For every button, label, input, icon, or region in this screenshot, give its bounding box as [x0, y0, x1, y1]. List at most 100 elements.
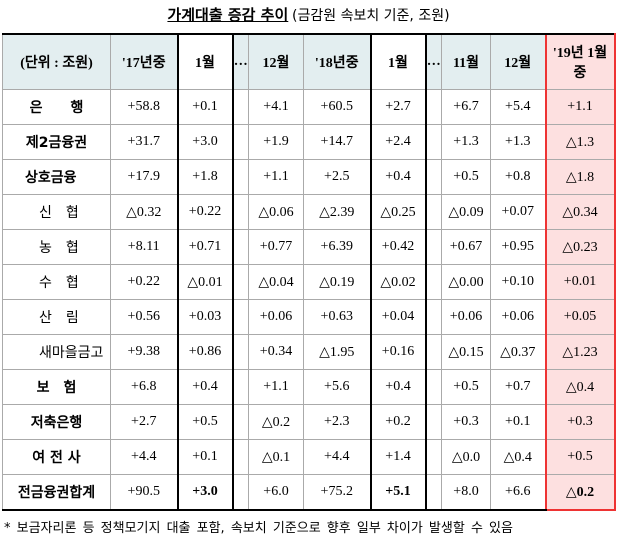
spacer-cell	[425, 334, 442, 370]
value-cell: △1.95	[303, 334, 371, 370]
spacer-cell	[232, 404, 249, 440]
value-cell: +0.1	[176, 89, 234, 125]
value-cell: +4.4	[110, 439, 178, 475]
value-cell: +0.22	[176, 194, 234, 230]
value-cell: +6.39	[303, 229, 371, 265]
value-cell: +17.9	[110, 159, 178, 195]
value-cell: △0.04	[248, 264, 304, 300]
value-cell: +0.5	[544, 439, 616, 475]
spacer-cell	[232, 229, 249, 265]
header-cell: 1월	[369, 33, 427, 90]
value-cell: +0.1	[176, 439, 234, 475]
value-cell: +5.4	[490, 89, 546, 125]
value-cell: +0.63	[303, 299, 371, 335]
value-cell: △1.8	[544, 159, 616, 195]
value-cell: +0.5	[441, 369, 491, 405]
table-row: 새마을금고 +9.38 +0.86 +0.34 △1.95 +0.16 △0.15 △0.37…	[2, 334, 616, 370]
header-cell: (단위 : 조원)	[2, 33, 111, 90]
row-label: 저축은행	[2, 404, 111, 440]
spacer-cell	[232, 299, 249, 335]
header-cell: …	[232, 33, 249, 90]
header-row: (단위 : 조원) '17년중 1월… 12월 '18년중 1월… 11월 12월 '19년 1…	[2, 33, 616, 90]
row-label: 전금융권합계	[2, 474, 111, 511]
value-cell: △0.25	[369, 194, 427, 230]
value-cell: +6.6	[490, 474, 546, 511]
spacer-cell	[425, 404, 442, 440]
value-cell: +90.5	[110, 474, 178, 511]
spacer-cell	[425, 124, 442, 160]
value-cell: +1.8	[176, 159, 234, 195]
value-cell: +6.7	[441, 89, 491, 125]
value-cell: △0.34	[544, 194, 616, 230]
table-row: 저축은행 +2.7 +0.5 △0.2 +2.3 +0.2 +0.3 +0.1 +0.3	[2, 404, 616, 440]
value-cell: +0.86	[176, 334, 234, 370]
header-cell: …	[425, 33, 442, 90]
value-cell: △0.09	[441, 194, 491, 230]
spacer-cell	[425, 369, 442, 405]
row-label: 산 림	[2, 299, 111, 335]
table-row: 보 험 +6.8 +0.4 +1.1 +5.6 +0.4 +0.5 +0.7 △0.4	[2, 369, 616, 405]
row-label: 새마을금고	[2, 334, 111, 370]
value-cell: △0.00	[441, 264, 491, 300]
value-cell: △0.23	[544, 229, 616, 265]
value-cell: +0.06	[441, 299, 491, 335]
value-cell: +0.03	[176, 299, 234, 335]
header-cell: 11월	[441, 33, 491, 90]
value-cell: +0.07	[490, 194, 546, 230]
table-row: 상호금융 +17.9 +1.8 +1.1 +2.5 +0.4 +0.5 +0.8 △1.8	[2, 159, 616, 195]
value-cell: +1.3	[441, 124, 491, 160]
value-cell: +4.4	[303, 439, 371, 475]
row-label: 상호금융	[2, 159, 111, 195]
table-row: 산 림 +0.56 +0.03 +0.06 +0.63 +0.04 +0.06 +0.06 +0…	[2, 299, 616, 335]
row-label: 농 협	[2, 229, 111, 265]
value-cell: △0.01	[176, 264, 234, 300]
value-cell: △0.2	[544, 474, 616, 511]
value-cell: +5.1	[369, 474, 427, 511]
value-cell: +8.0	[441, 474, 491, 511]
value-cell: +1.9	[248, 124, 304, 160]
value-cell: +0.3	[441, 404, 491, 440]
value-cell: +0.56	[110, 299, 178, 335]
value-cell: +0.4	[369, 369, 427, 405]
value-cell: +0.8	[490, 159, 546, 195]
value-cell: +0.05	[544, 299, 616, 335]
title-block: 가계대출 증감 추이 (금감원 속보치 기준, 조원)	[0, 4, 617, 25]
value-cell: +1.1	[248, 369, 304, 405]
value-cell: △0.4	[544, 369, 616, 405]
title: 가계대출 증감 추이	[167, 6, 289, 24]
value-cell: △2.39	[303, 194, 371, 230]
footnote: * 보금자리론 등 정책모기지 대출 포함, 속보치 기준으로 향후 일부 차이…	[4, 521, 513, 536]
value-cell: +0.42	[369, 229, 427, 265]
spacer-cell	[425, 159, 442, 195]
table-row: 전금융권합계 +90.5 +3.0 +6.0 +75.2 +5.1 +8.0 +6.6 △0.2	[2, 474, 616, 511]
value-cell: +0.71	[176, 229, 234, 265]
value-cell: +0.4	[369, 159, 427, 195]
table-row: 농 협 +8.11 +0.71 +0.77 +6.39 +0.42 +0.67 +0.95 △0…	[2, 229, 616, 265]
value-cell: +2.7	[369, 89, 427, 125]
value-cell: +60.5	[303, 89, 371, 125]
value-cell: +0.4	[176, 369, 234, 405]
value-cell: +2.5	[303, 159, 371, 195]
value-cell: △0.37	[490, 334, 546, 370]
value-cell: +1.3	[490, 124, 546, 160]
value-cell: △0.06	[248, 194, 304, 230]
value-cell: +2.7	[110, 404, 178, 440]
value-cell: +75.2	[303, 474, 371, 511]
value-cell: +0.06	[490, 299, 546, 335]
row-label: 수 협	[2, 264, 111, 300]
value-cell: +31.7	[110, 124, 178, 160]
value-cell: +3.0	[176, 474, 234, 511]
value-cell: +5.6	[303, 369, 371, 405]
spacer-cell	[232, 159, 249, 195]
value-cell: +0.16	[369, 334, 427, 370]
header-cell: 1월	[176, 33, 234, 90]
spacer-cell	[425, 299, 442, 335]
value-cell: +0.5	[176, 404, 234, 440]
header-cell: 12월	[248, 33, 304, 90]
spacer-cell	[425, 439, 442, 475]
spacer-cell	[425, 264, 442, 300]
value-cell: +0.67	[441, 229, 491, 265]
spacer-cell	[232, 194, 249, 230]
subtitle: (금감원 속보치 기준, 조원)	[292, 8, 450, 24]
value-cell: +1.4	[369, 439, 427, 475]
